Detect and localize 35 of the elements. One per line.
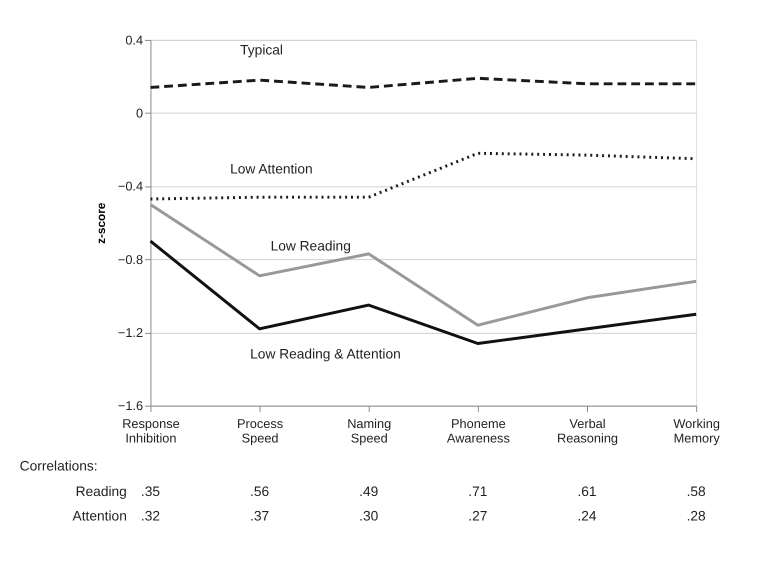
text: .56 (250, 484, 270, 500)
text: .37 (250, 508, 270, 524)
text: Attention (72, 508, 127, 524)
line-series (148, 76, 698, 89)
text: .32 (140, 508, 160, 524)
y-tick-label: −0.4 (118, 178, 144, 194)
text: .49 (359, 484, 378, 500)
line-series (148, 240, 698, 345)
x-tick-label: Process Speed (237, 416, 284, 446)
y-tick-label: −1.2 (118, 324, 144, 340)
text: .35 (140, 484, 160, 500)
text: .61 (577, 484, 597, 500)
text: .71 (468, 484, 488, 500)
line-series (148, 203, 698, 327)
x-tick-label: Naming Speed (347, 416, 392, 446)
y-tick-label: 0 (136, 105, 144, 120)
series-label: Low Reading (270, 238, 351, 254)
text: .24 (577, 508, 597, 524)
text: Reading (76, 484, 127, 500)
x-tick-label: Verbal Reasoning (556, 416, 618, 446)
text: .27 (468, 508, 488, 524)
series-label: Low Attention (230, 162, 313, 177)
series-label: Low Reading & Attention (250, 346, 401, 362)
x-tick-label: Working Memory (673, 416, 720, 446)
text: .28 (686, 508, 706, 524)
y-axis-title: z-score (95, 202, 108, 244)
x-tick-label: Response Inhibition (122, 416, 180, 446)
x-tick-label: Phoneme Awareness (446, 416, 510, 446)
y-tick-label: −1.6 (118, 398, 144, 414)
text: .30 (359, 508, 379, 524)
text: Correlations: (20, 458, 98, 474)
y-tick-label: 0.4 (125, 32, 144, 48)
text: .58 (686, 484, 706, 500)
y-tick-label: −0.8 (118, 252, 144, 267)
series-label: Typical (240, 42, 283, 58)
